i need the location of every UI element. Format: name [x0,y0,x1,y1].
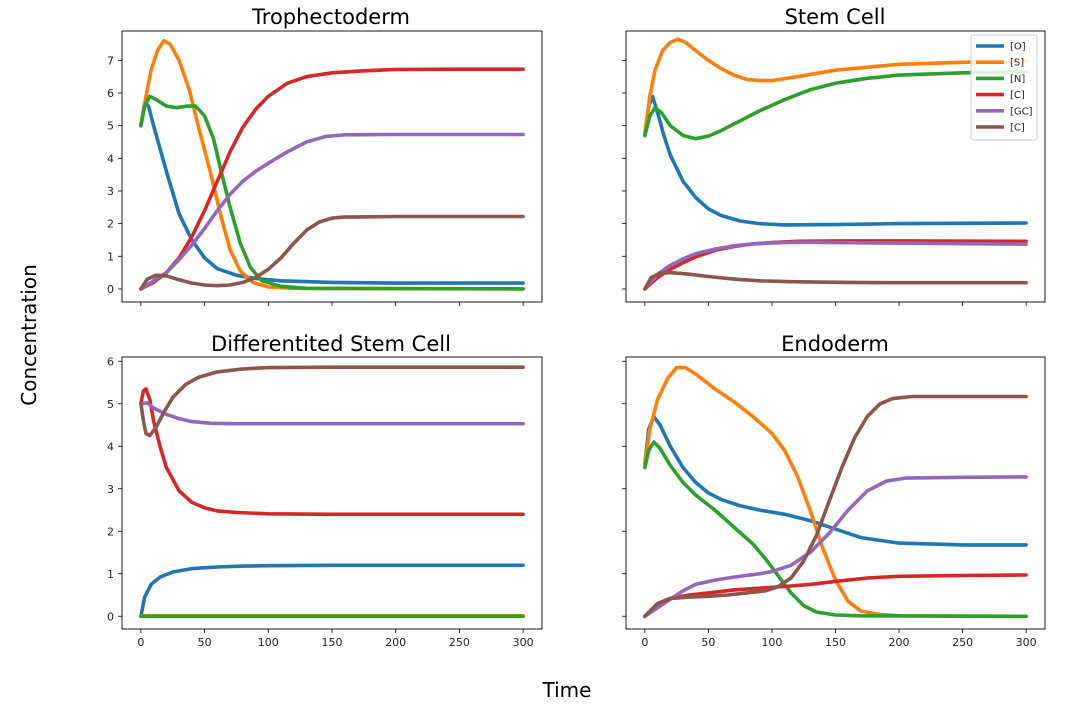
legend-entry: [O] [1010,42,1026,53]
x-tick-label: 0 [641,636,648,649]
x-tick-label: 300 [513,636,534,649]
y-tick-label: 7 [107,54,114,67]
y-tick-label: 0 [107,610,114,623]
series-line-o [139,101,525,285]
series-line-s [139,39,525,291]
series-line-c [139,365,525,438]
panel-stem-cell: Stem Cell [622,5,1046,306]
series-line-s [643,37,1028,134]
series-line-n [643,70,1028,141]
y-tick-label: 1 [107,568,114,581]
x-tick-label: 150 [322,636,343,649]
series-line-gc [139,132,525,291]
x-tick-label: 200 [385,636,406,649]
x-tick-label: 300 [1016,636,1037,649]
y-tick-label: 2 [107,218,114,231]
series-group [643,37,1028,291]
panel-endoderm: Endoderm 0 50 100 150 200 250 300 [622,332,1046,649]
x-tick-label: 100 [761,636,782,649]
legend-frame [970,34,1038,141]
series-line-gc [139,401,525,426]
y-tick-label: 1 [107,250,114,263]
panel-trophectoderm: Trophectoderm 0 1 2 3 4 5 6 7 [107,5,543,306]
y-tick-label: 2 [107,525,114,538]
series-group [643,365,1028,619]
series-line-c [139,387,525,517]
panel-title: Endoderm [781,332,889,356]
figure-ylabel: Concentration [17,264,41,405]
y-tick-label: 6 [107,87,114,100]
series-line-n [139,94,525,291]
y-tick-label: 3 [107,483,114,496]
legend-entry: [S] [1010,58,1024,69]
legend-entry: [C] [1010,90,1025,101]
y-tick-label: 3 [107,185,114,198]
series-line-c [643,270,1028,291]
x-tick-label: 250 [952,636,973,649]
panel-differentiated-stem-cell: Differentited Stem Cell 0 50 100 150 200 250 3… [107,332,543,649]
series-group [139,39,525,291]
legend-entry: [GC] [1010,106,1033,117]
y-tick-label: 5 [107,120,114,133]
series-line-o [643,414,1028,547]
series-line-c [139,67,525,291]
legend-entry: [N] [1010,74,1025,85]
panel-title: Stem Cell [785,5,886,29]
series-line-s [643,365,1028,619]
x-tick-label: 50 [198,636,212,649]
series-line-c [643,394,1028,619]
x-tick-label: 200 [889,636,910,649]
series-line-n [643,440,1028,619]
x-tick-label: 100 [258,636,279,649]
series-group [139,365,525,619]
y-tick-label: 4 [107,440,114,453]
x-tick-label: 0 [137,636,144,649]
panel-title: Trophectoderm [251,5,410,29]
panel-title: Differentited Stem Cell [211,332,451,356]
legend-entry: [C] [1010,123,1025,134]
series-line-gc [643,240,1028,291]
y-tick-label: 5 [107,398,114,411]
y-tick-label: 4 [107,152,114,165]
figure-xlabel: Time [542,678,592,702]
series-line-gc [643,475,1028,619]
axes-frame [121,356,543,630]
y-tick-label: 0 [107,283,114,296]
y-tick-label: 6 [107,355,114,368]
x-tick-label: 50 [701,636,715,649]
x-tick-label: 150 [825,636,846,649]
series-line-c [139,214,525,291]
series-line-o [139,563,525,619]
legend: [O] [S] [N] [C] [GC] [C] [970,34,1038,141]
series-line-o [643,94,1028,227]
x-tick-label: 250 [449,636,470,649]
